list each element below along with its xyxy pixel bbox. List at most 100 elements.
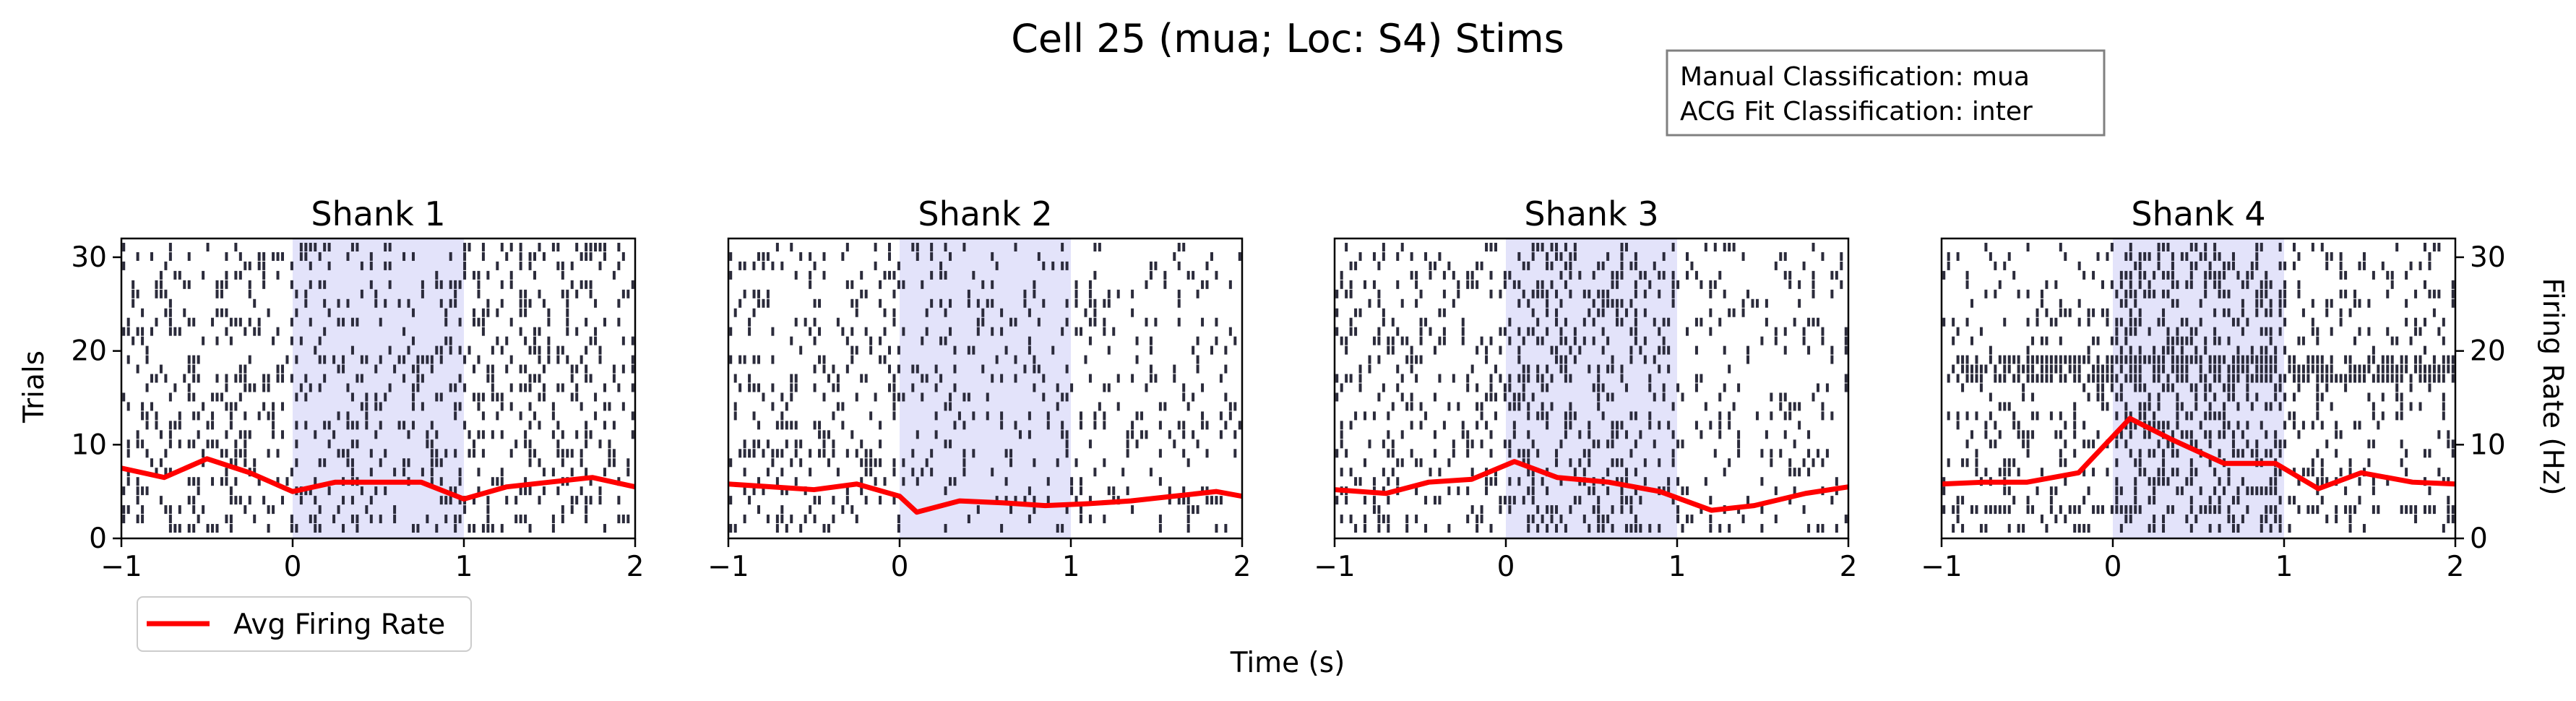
spike-mark [2101,280,2104,289]
spike-mark [2110,364,2114,374]
spike-mark [1639,430,1642,439]
spike-mark [2153,449,2156,458]
spike-mark [1559,270,1563,280]
spike-mark [1364,524,1367,533]
spike-mark [1196,439,1199,449]
spike-mark [1205,280,1209,289]
spike-mark [949,327,952,336]
spike-mark [589,430,593,439]
spike-mark [1210,496,1213,505]
spike-mark [2236,317,2240,327]
spike-mark [2395,411,2399,421]
spike-mark [141,439,145,449]
spike-mark [2377,505,2380,515]
spike-mark [187,317,191,327]
spike-mark [168,439,172,449]
spike-mark [626,289,630,298]
spike-mark [780,468,784,477]
spike-mark [752,261,756,270]
spike-mark [790,242,793,251]
spike-mark [1349,261,1353,270]
spike-mark [1377,524,1381,533]
spike-mark [1620,251,1624,261]
spike-mark [2265,449,2268,458]
spike-mark [799,458,803,468]
spike-mark [183,374,186,383]
spike-mark [238,270,242,280]
spike-mark [1033,355,1036,364]
spike-mark [2335,374,2338,383]
spike-mark [1671,496,1675,505]
spike-mark [813,383,817,392]
spike-mark [1555,251,1559,261]
spike-mark [2428,261,2431,270]
spike-mark [2246,421,2249,430]
spike-mark [2241,280,2244,289]
spike-mark [1391,468,1395,477]
spike-mark [561,430,564,439]
spike-mark [2414,289,2418,298]
spike-mark [1154,317,1158,327]
spike-mark [621,336,625,345]
spike-mark [775,421,779,430]
spike-mark [491,383,494,392]
spike-mark [350,515,354,524]
spike-mark [794,439,798,449]
spike-mark [892,289,896,298]
spike-mark [528,486,532,496]
spike-mark [561,449,564,458]
spike-mark [2335,430,2338,439]
spike-mark [1653,317,1656,327]
spike-mark [626,515,630,524]
spike-mark [211,392,215,402]
spike-mark [1671,270,1675,280]
spike-mark [164,449,168,458]
spike-mark [1527,468,1530,477]
spike-mark [897,392,900,402]
avg-firing-rate-line [1941,416,2456,491]
spike-mark [2414,355,2418,364]
spike-mark [1947,261,1950,270]
spike-mark [2045,374,2049,383]
spike-mark [897,345,900,355]
spike-mark [1080,515,1083,524]
spike-mark [2185,477,2189,486]
spike-mark [603,402,606,411]
spike-mark [2157,374,2161,383]
spike-mark [202,402,205,411]
spike-mark [178,439,181,449]
spike-mark [1499,345,1502,355]
spike-mark [2358,421,2361,430]
spike-mark [2138,270,2142,280]
spike-mark [1620,496,1624,505]
x-tick-label: 0 [891,551,909,583]
spike-mark [1694,374,1698,383]
spike-mark [1718,430,1722,439]
spike-mark [2246,270,2249,280]
spike-mark [2129,364,2132,374]
spike-mark [1629,524,1633,533]
spike-mark [2278,383,2282,392]
spike-mark [2124,402,2128,411]
spike-mark [202,336,205,345]
spike-mark [1447,486,1451,496]
spike-mark [276,251,280,261]
spike-mark [257,477,261,486]
spike-mark [1037,251,1041,261]
spike-mark [2077,298,2081,308]
spike-mark [2073,411,2077,421]
spike-mark [1476,524,1479,533]
spike-mark [1000,374,1004,383]
spike-mark [818,298,822,308]
spike-mark [2143,402,2147,411]
spike-mark [295,439,298,449]
spike-mark [2447,515,2450,524]
spike-mark [2036,411,2039,421]
spike-mark [729,270,733,280]
spike-mark [1984,289,1988,298]
spike-mark [1377,261,1381,270]
spike-mark [1989,411,1992,421]
spike-mark [2129,308,2132,317]
spike-mark [813,298,817,308]
spike-mark [360,289,363,298]
